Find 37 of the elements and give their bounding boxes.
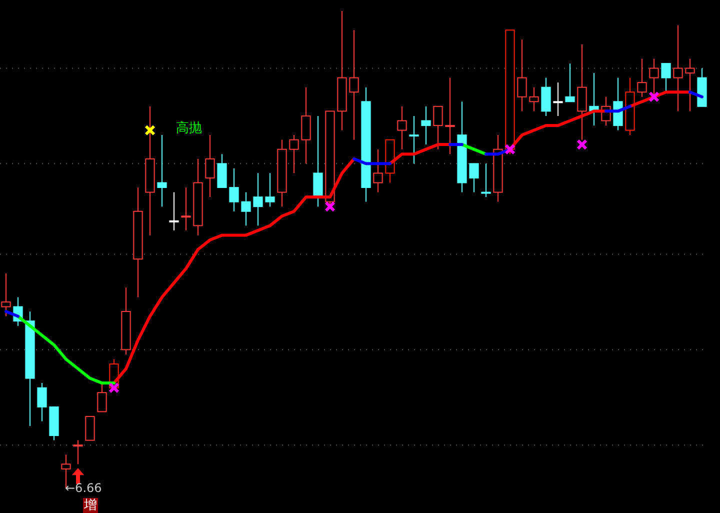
candlestick [373, 148, 383, 193]
candlestick [553, 82, 563, 116]
candlestick [217, 154, 227, 188]
candlestick [529, 86, 539, 112]
annotation: 高抛 [175, 121, 203, 136]
candlestick [421, 106, 431, 146]
candlestick [433, 106, 443, 150]
candlestick [241, 192, 251, 226]
candlestick [541, 77, 551, 116]
candlestick [265, 172, 275, 208]
candlestick [445, 77, 455, 155]
candlestick [157, 134, 167, 208]
candlestick [37, 382, 47, 422]
text: 增 [83, 498, 98, 513]
candlestick [169, 192, 179, 231]
candlestick [349, 30, 359, 140]
candlestick [565, 62, 575, 102]
candlestick [73, 440, 83, 465]
candlestick [673, 24, 683, 112]
annotation: ←6.66 [64, 481, 103, 496]
candlestick [289, 134, 299, 174]
candlestick [397, 106, 407, 150]
candlestick [181, 186, 191, 231]
candlestick [409, 115, 419, 164]
candlestick [253, 172, 263, 226]
candlestick [637, 58, 647, 98]
candlestick [661, 62, 671, 93]
candlestick [313, 115, 323, 208]
candlestick [481, 163, 491, 198]
candlestick [469, 163, 479, 193]
candlestick [517, 39, 527, 112]
candlestick [97, 382, 107, 412]
candlestick [229, 168, 239, 212]
candlestick [205, 134, 215, 198]
candlestick [301, 86, 311, 164]
candlestick [85, 416, 95, 441]
candlestick [685, 58, 695, 112]
